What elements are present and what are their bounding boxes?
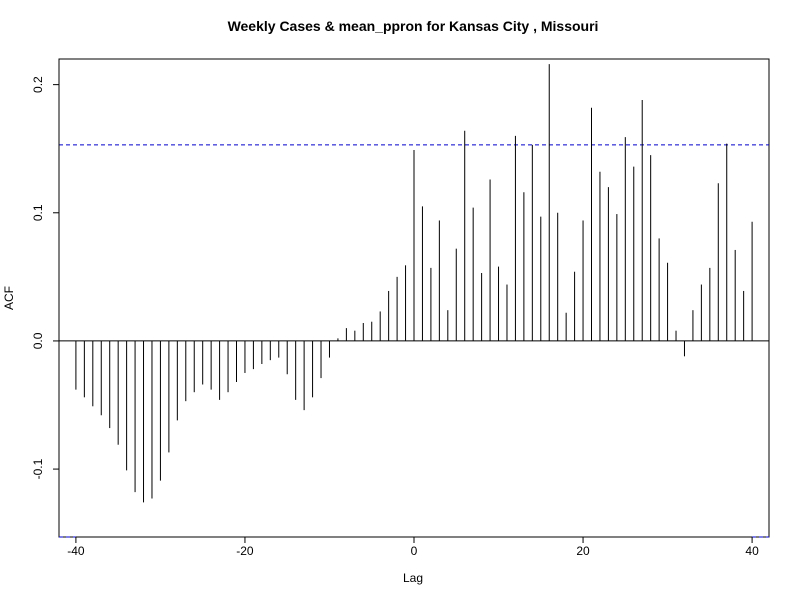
x-tick-label: 20 (576, 544, 590, 558)
y-tick-label: 0.0 (31, 332, 45, 349)
chart-title: Weekly Cases & mean_ppron for Kansas Cit… (228, 18, 599, 34)
y-tick-label: -0.1 (31, 458, 45, 479)
x-tick-label: -40 (67, 544, 85, 558)
x-axis: -40 -20 0 20 40 (67, 536, 759, 558)
y-axis-label: ACF (2, 286, 16, 310)
y-axis: -0.1 0.0 0.1 0.2 (31, 76, 60, 479)
y-tick-label: 0.2 (31, 76, 45, 93)
y-tick-label: 0.1 (31, 204, 45, 221)
x-tick-label: -20 (236, 544, 254, 558)
acf-bars (75, 64, 753, 503)
x-tick-label: 40 (745, 544, 759, 558)
x-axis-label: Lag (403, 571, 423, 585)
x-tick-label: 0 (411, 544, 418, 558)
